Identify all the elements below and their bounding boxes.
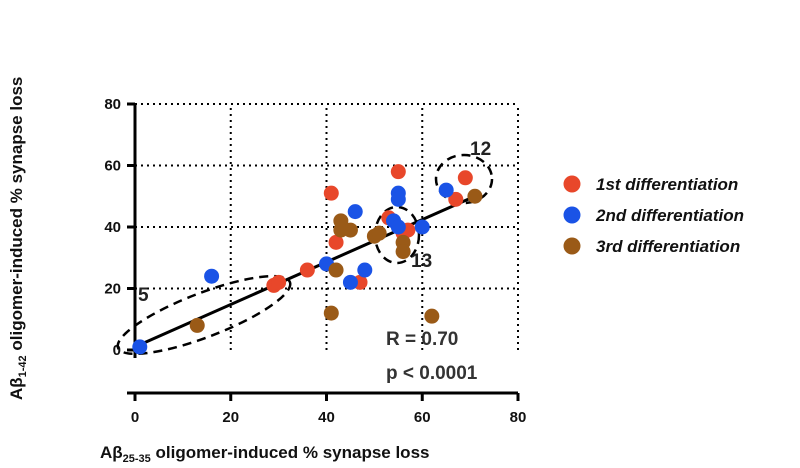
p-value-label: p < 0.0001 bbox=[386, 363, 478, 384]
legend-marker-series-3 bbox=[563, 237, 581, 255]
data-point-series-3 bbox=[328, 262, 344, 278]
cluster-ellipse-5 bbox=[116, 274, 292, 356]
data-point-series-1 bbox=[323, 185, 339, 201]
data-point-series-2 bbox=[438, 182, 454, 198]
axes: 0 20 40 60 80 0 20 40 60 80 bbox=[104, 96, 526, 426]
data-point-series-2 bbox=[132, 339, 148, 355]
data-point-series-3 bbox=[395, 244, 411, 260]
r-value-label: R = 0.70 bbox=[386, 329, 458, 350]
data-point-series-3 bbox=[424, 308, 440, 324]
data-point-series-2 bbox=[414, 219, 430, 235]
cluster-label-12: 12 bbox=[470, 139, 491, 160]
legend: 1st differentiation 2nd differentiation 3r… bbox=[563, 175, 744, 256]
x-tick-label: 20 bbox=[222, 409, 239, 426]
y-tick-label: 80 bbox=[104, 96, 121, 113]
data-point-series-2 bbox=[347, 204, 363, 220]
y-tick-label: 20 bbox=[104, 281, 121, 298]
data-point-series-2 bbox=[342, 274, 358, 290]
data-point-series-1 bbox=[448, 191, 464, 207]
cluster-label-5: 5 bbox=[138, 285, 149, 306]
y-tick-label: 60 bbox=[104, 158, 121, 175]
y-axis-title: Aβ1-42 oligomer-induced % synapse loss bbox=[7, 77, 29, 400]
legend-label-series-1: 1st differentiation bbox=[596, 175, 738, 194]
x-tick-label: 60 bbox=[414, 409, 431, 426]
data-point-series-1 bbox=[328, 234, 344, 250]
data-point-series-1 bbox=[390, 164, 406, 180]
data-point-series-2 bbox=[390, 191, 406, 207]
data-point-series-1 bbox=[271, 274, 287, 290]
y-tick-label: 0 bbox=[113, 342, 121, 359]
x-tick-label: 40 bbox=[318, 409, 335, 426]
legend-marker-series-2 bbox=[563, 206, 581, 224]
grid-lines bbox=[135, 103, 519, 350]
data-point-series-3 bbox=[467, 188, 483, 204]
legend-label-series-2: 2nd differentiation bbox=[595, 206, 744, 225]
data-point-series-2 bbox=[204, 268, 220, 284]
data-point-series-1 bbox=[299, 262, 315, 278]
legend-label-series-3: 3rd differentiation bbox=[596, 237, 740, 256]
data-point-series-3 bbox=[323, 305, 339, 321]
y-tick-label: 40 bbox=[104, 219, 121, 236]
data-point-series-1 bbox=[457, 170, 473, 186]
data-point-series-3 bbox=[189, 317, 205, 333]
data-point-series-3 bbox=[371, 225, 387, 241]
x-tick-label: 80 bbox=[510, 409, 527, 426]
cluster-ellipse-12 bbox=[434, 153, 494, 205]
x-axis-title: Aβ25-35 oligomer-induced % synapse loss bbox=[100, 443, 429, 465]
data-points bbox=[132, 164, 483, 355]
data-point-series-3 bbox=[342, 222, 358, 238]
cluster-label-13: 13 bbox=[411, 251, 432, 272]
data-point-series-2 bbox=[390, 219, 406, 235]
data-point-series-2 bbox=[357, 262, 373, 278]
x-tick-label: 0 bbox=[131, 409, 139, 426]
legend-marker-series-1 bbox=[563, 175, 581, 193]
